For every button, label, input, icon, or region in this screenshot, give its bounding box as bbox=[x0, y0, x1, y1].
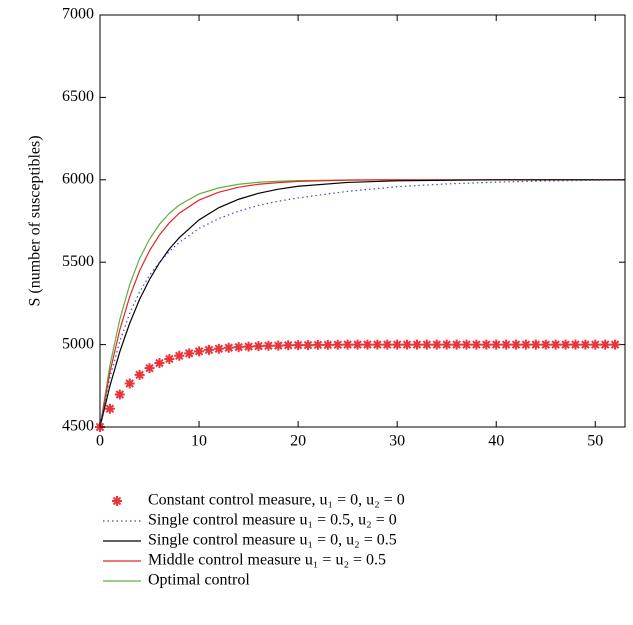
asterisk-point bbox=[293, 340, 304, 351]
asterisk-point bbox=[461, 339, 472, 350]
y-tick-label: 6000 bbox=[62, 170, 94, 187]
asterisk-point bbox=[213, 343, 224, 354]
asterisk-point bbox=[223, 342, 234, 353]
x-tick-label: 40 bbox=[488, 433, 504, 450]
asterisk-point bbox=[263, 340, 274, 351]
asterisk-point bbox=[411, 339, 422, 350]
asterisk-point bbox=[610, 339, 621, 350]
legend-label: Middle control measure u₁ = u₂ = 0.5 bbox=[148, 552, 386, 569]
asterisk-point bbox=[154, 358, 165, 369]
asterisk-point bbox=[481, 339, 492, 350]
x-tick-label: 30 bbox=[389, 433, 405, 450]
x-tick-label: 10 bbox=[191, 433, 207, 450]
legend-label: Single control measure u₁ = 0, u₂ = 0.5 bbox=[148, 532, 397, 549]
asterisk-point bbox=[124, 378, 135, 389]
series-line bbox=[99, 179, 625, 428]
asterisk-point bbox=[501, 339, 512, 350]
asterisk-point bbox=[382, 339, 393, 350]
y-tick-label: 7000 bbox=[62, 6, 94, 23]
asterisk-point bbox=[184, 348, 195, 359]
x-tick-label: 0 bbox=[96, 433, 104, 450]
asterisk-point bbox=[134, 369, 145, 380]
asterisk-point bbox=[283, 340, 294, 351]
asterisk-point bbox=[540, 339, 551, 350]
asterisk-point bbox=[590, 339, 601, 350]
legend-marker bbox=[112, 496, 122, 506]
legend-label: Optimal control bbox=[148, 572, 250, 589]
asterisk-point bbox=[530, 339, 541, 350]
asterisk-point bbox=[303, 340, 314, 351]
asterisk-point bbox=[362, 339, 373, 350]
asterisk-point bbox=[273, 340, 284, 351]
asterisk-point bbox=[352, 339, 363, 350]
asterisk-point bbox=[372, 339, 383, 350]
asterisk-point bbox=[421, 339, 432, 350]
asterisk-point bbox=[144, 363, 155, 374]
asterisk-point bbox=[253, 341, 264, 352]
asterisk-point bbox=[203, 344, 214, 355]
asterisk-point bbox=[342, 339, 353, 350]
asterisk-point bbox=[104, 403, 115, 414]
asterisk-point bbox=[441, 339, 452, 350]
y-tick-label: 6500 bbox=[62, 88, 94, 105]
y-axis-label: S (number of susceptibles) bbox=[27, 135, 44, 306]
asterisk-point bbox=[520, 339, 531, 350]
y-tick-label: 5000 bbox=[62, 335, 94, 352]
x-tick-label: 50 bbox=[587, 433, 603, 450]
asterisk-point bbox=[431, 339, 442, 350]
asterisk-point bbox=[392, 339, 403, 350]
legend-label: Constant control measure, u₁ = 0, u₂ = 0 bbox=[148, 492, 405, 509]
asterisk-point bbox=[580, 339, 591, 350]
y-tick-label: 4500 bbox=[62, 418, 94, 435]
asterisk-point bbox=[243, 341, 254, 352]
asterisk-point bbox=[451, 339, 462, 350]
asterisk-point bbox=[560, 339, 571, 350]
asterisk-point bbox=[511, 339, 522, 350]
asterisk-point bbox=[570, 339, 581, 350]
asterisk-point bbox=[491, 339, 502, 350]
asterisk-point bbox=[164, 353, 175, 364]
asterisk-point bbox=[174, 350, 185, 361]
series-line bbox=[99, 179, 626, 428]
asterisk-point bbox=[322, 339, 333, 350]
asterisk-point bbox=[312, 339, 323, 350]
series-line bbox=[99, 179, 625, 428]
asterisk-point bbox=[600, 339, 611, 350]
asterisk-point bbox=[550, 339, 561, 350]
asterisk-point bbox=[402, 339, 413, 350]
series-line bbox=[99, 179, 625, 428]
legend-label: Single control measure u₁ = 0.5, u₂ = 0 bbox=[148, 512, 397, 529]
x-tick-label: 20 bbox=[290, 433, 306, 450]
asterisk-point bbox=[471, 339, 482, 350]
y-tick-label: 5500 bbox=[62, 253, 94, 270]
asterisk-point bbox=[194, 346, 205, 357]
asterisk-point bbox=[233, 342, 244, 353]
asterisk-point bbox=[114, 389, 125, 400]
plot-frame bbox=[99, 14, 626, 428]
asterisk-point bbox=[332, 339, 343, 350]
